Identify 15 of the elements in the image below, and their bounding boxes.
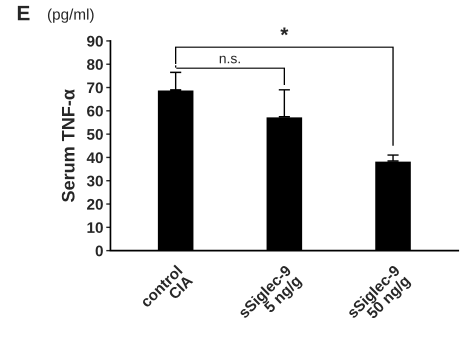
y-tick-label: 70 xyxy=(87,82,103,94)
y-tick-label: 50 xyxy=(86,128,103,140)
text: * xyxy=(280,28,288,36)
y-tick-label: 90 xyxy=(87,36,103,47)
text: E xyxy=(18,6,30,20)
annotation: n.s. xyxy=(220,56,240,64)
y-tick-label: 80 xyxy=(87,59,103,70)
y-axis-title: Serum TNF-α xyxy=(62,89,75,202)
y-tick-label: 30 xyxy=(86,176,103,186)
y-tick-label: 10 xyxy=(87,222,103,234)
y-tick-label: 60 xyxy=(87,106,103,117)
y-tick-label: 40 xyxy=(86,152,103,164)
y-tick-label: 20 xyxy=(87,198,103,210)
text: (pg/ml) xyxy=(48,8,94,23)
y-tick-label: 0 xyxy=(96,246,103,256)
